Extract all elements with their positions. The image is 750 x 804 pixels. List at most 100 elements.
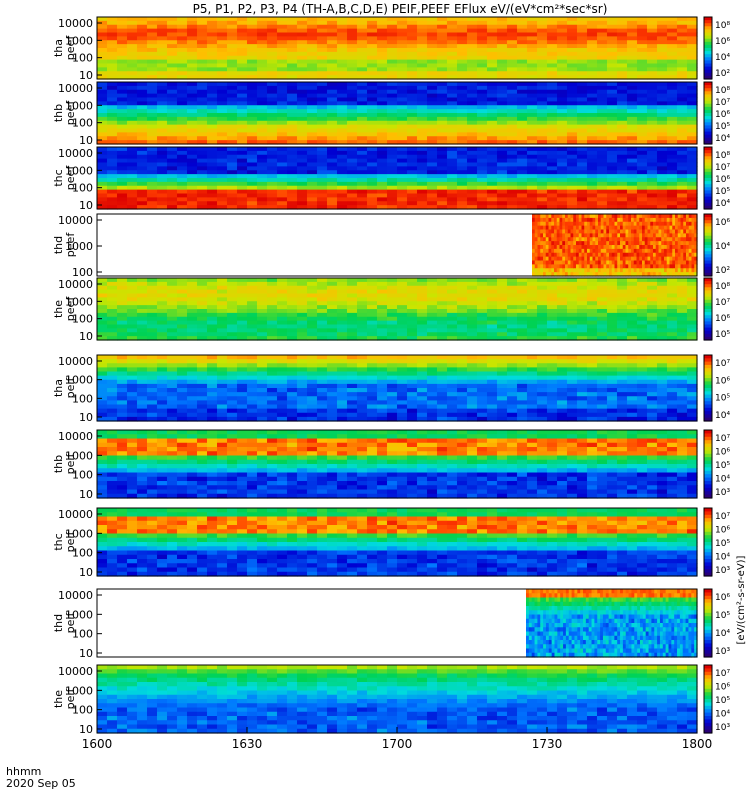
spectrogram-cell bbox=[147, 317, 158, 321]
spectrogram-cell bbox=[297, 121, 308, 125]
spectrogram-cell bbox=[377, 159, 388, 163]
spectrogram-cell bbox=[417, 109, 428, 113]
spectrogram-cell bbox=[477, 33, 488, 37]
spectrogram-cell bbox=[657, 136, 668, 140]
spectrogram-cell bbox=[337, 113, 348, 117]
spectrogram-cell bbox=[117, 166, 128, 170]
spectrogram-cell bbox=[477, 170, 488, 174]
spectrogram-cell bbox=[527, 286, 538, 290]
spectrogram-cell bbox=[537, 186, 548, 190]
spectrogram-cell bbox=[457, 105, 468, 109]
spectrogram-cell bbox=[677, 309, 688, 313]
spectrogram-cell bbox=[97, 113, 108, 117]
spectrogram-cell bbox=[547, 155, 558, 159]
spectrogram-cell bbox=[117, 197, 128, 201]
spectrogram-cell bbox=[447, 290, 458, 294]
spectrogram-cell bbox=[607, 67, 618, 71]
spectrogram-cell bbox=[127, 325, 138, 329]
spectrogram-cell bbox=[167, 48, 178, 52]
spectrogram-cell bbox=[507, 98, 518, 102]
spectrogram-cell bbox=[147, 305, 158, 309]
spectrogram-cell bbox=[157, 60, 168, 64]
spectrogram-cell bbox=[147, 147, 158, 151]
spectrogram-cell bbox=[447, 101, 458, 105]
spectrogram-cell bbox=[487, 286, 498, 290]
spectrogram-cell bbox=[687, 278, 698, 282]
spectrogram-cell bbox=[527, 321, 538, 325]
spectrogram-cell bbox=[587, 82, 598, 86]
spectrogram-cell bbox=[667, 25, 678, 29]
y-tick-label: 10000 bbox=[58, 147, 93, 160]
spectrogram-cell bbox=[147, 286, 158, 290]
spectrogram-cell bbox=[467, 17, 478, 21]
spectrogram-cell bbox=[397, 64, 408, 68]
spectrogram-cell bbox=[137, 282, 148, 286]
spectrogram-cell bbox=[177, 36, 188, 40]
spectrogram-cell bbox=[477, 328, 488, 332]
spectrogram-cell bbox=[397, 36, 408, 40]
spectrogram-cell bbox=[297, 40, 308, 44]
spectrogram-cell bbox=[197, 301, 208, 305]
spectrogram-cell bbox=[307, 71, 318, 75]
spectrogram-cell bbox=[347, 67, 358, 71]
spectrogram-cell bbox=[627, 94, 638, 98]
spectrogram-cell bbox=[227, 201, 238, 205]
spectrogram-cell bbox=[527, 325, 538, 329]
spectrogram-cell bbox=[577, 286, 588, 290]
spectrogram-cell bbox=[607, 301, 618, 305]
spectrogram-cell bbox=[307, 301, 318, 305]
spectrogram-cell bbox=[207, 305, 218, 309]
spectrogram-cell bbox=[417, 309, 428, 313]
spectrogram-cell bbox=[527, 159, 538, 163]
spectrogram-cell bbox=[497, 33, 508, 37]
spectrogram-cell bbox=[657, 328, 668, 332]
spectrogram-cell bbox=[97, 294, 108, 298]
spectrogram-cell bbox=[197, 101, 208, 105]
spectrogram-cell bbox=[647, 136, 658, 140]
spectrogram-cell bbox=[567, 117, 578, 121]
spectrogram-cell bbox=[517, 101, 528, 105]
spectrogram-cell bbox=[647, 48, 658, 52]
spectrogram-cell bbox=[497, 201, 508, 205]
spectrogram-cell bbox=[177, 129, 188, 133]
spectrogram-cell bbox=[237, 48, 248, 52]
spectrogram-cell bbox=[97, 355, 108, 360]
spectrogram-cell bbox=[157, 25, 168, 29]
spectrogram-cell bbox=[137, 129, 148, 133]
spectrogram-cell bbox=[567, 166, 578, 170]
spectrogram-cell bbox=[507, 29, 518, 33]
spectrogram-cell bbox=[237, 121, 248, 125]
spectrogram-cell bbox=[387, 71, 398, 75]
spectrogram-cell bbox=[567, 67, 578, 71]
spectrogram-cell bbox=[417, 98, 428, 102]
spectrogram-cell bbox=[317, 67, 328, 71]
spectrogram-cell bbox=[167, 33, 178, 37]
spectrogram-cell bbox=[237, 197, 248, 201]
spectrogram-cell bbox=[297, 155, 308, 159]
spectrogram-cell bbox=[277, 56, 288, 60]
spectrogram-cell bbox=[517, 117, 528, 121]
spectrogram-cell bbox=[217, 136, 228, 140]
spectrogram-cell bbox=[637, 197, 648, 201]
spectrogram-cell bbox=[677, 201, 688, 205]
spectrogram-cell bbox=[107, 29, 118, 33]
spectrogram-cell bbox=[247, 151, 258, 155]
spectrogram-cell bbox=[107, 109, 118, 113]
spectrogram-cell bbox=[297, 52, 308, 56]
spectrogram-cell bbox=[287, 90, 298, 94]
spectrogram-cell bbox=[537, 313, 548, 317]
spectrogram-cell bbox=[587, 282, 598, 286]
spectrogram-cell bbox=[677, 36, 688, 40]
spectrogram-cell bbox=[567, 290, 578, 294]
spectrogram-cell bbox=[617, 174, 628, 178]
spectrogram-cell bbox=[567, 317, 578, 321]
spectrogram-cell bbox=[167, 294, 178, 298]
spectrogram-cell bbox=[617, 21, 628, 25]
spectrogram-cell bbox=[377, 147, 388, 151]
spectrogram-cell bbox=[347, 301, 358, 305]
spectrogram-cell bbox=[477, 105, 488, 109]
spectrogram-cell bbox=[467, 305, 478, 309]
spectrogram-cell bbox=[517, 332, 528, 336]
spectrogram-cell bbox=[467, 21, 478, 25]
spectrogram-cell bbox=[487, 174, 498, 178]
